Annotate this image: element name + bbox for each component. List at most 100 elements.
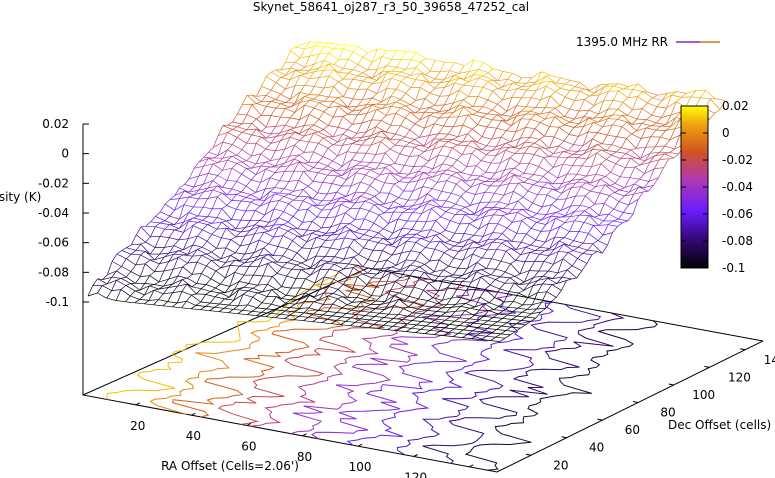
surface-mesh-segment	[306, 221, 313, 231]
surface-mesh-segment	[485, 274, 491, 277]
surface-mesh-segment	[292, 228, 303, 237]
surface-mesh-segment	[207, 185, 218, 189]
surface-mesh-segment	[160, 203, 166, 213]
surface-mesh-segment	[319, 63, 330, 69]
surface-mesh-segment	[262, 284, 268, 293]
surface-mesh-segment	[391, 95, 401, 100]
surface-mesh-segment	[461, 166, 467, 173]
surface-mesh-segment	[546, 291, 557, 298]
surface-mesh-segment	[264, 222, 270, 228]
surface-mesh-segment	[636, 127, 647, 132]
surface-mesh-segment	[221, 208, 232, 220]
surface-mesh-segment	[575, 86, 585, 90]
surface-mesh-segment	[193, 189, 199, 196]
surface-mesh-segment	[338, 271, 349, 279]
surface-mesh-segment	[390, 101, 397, 107]
surface-mesh-segment	[275, 134, 286, 137]
surface-mesh-segment	[469, 214, 480, 216]
surface-mesh-segment	[198, 187, 209, 191]
surface-mesh-segment	[532, 202, 543, 208]
surface-mesh-segment	[285, 85, 296, 90]
surface-mesh-segment	[135, 234, 146, 243]
surface-mesh-segment	[552, 188, 558, 191]
surface-mesh-segment	[298, 180, 309, 187]
surface-mesh-segment	[548, 171, 558, 179]
surface-mesh-segment	[587, 122, 594, 133]
surface-mesh-segment	[489, 297, 495, 304]
surface-mesh-segment	[202, 216, 208, 221]
surface-mesh-segment	[367, 62, 373, 71]
surface-mesh-segment	[618, 212, 624, 220]
surface-mesh-segment	[154, 236, 161, 248]
surface-mesh-segment	[603, 213, 610, 222]
surface-mesh-segment	[506, 105, 517, 112]
surface-mesh-segment	[602, 143, 612, 146]
surface-mesh-segment	[609, 183, 616, 186]
surface-mesh-segment	[492, 109, 503, 116]
surface-mesh-segment	[328, 48, 335, 54]
surface-mesh-segment	[332, 141, 338, 146]
surface-mesh-segment	[495, 336, 506, 339]
surface-mesh-segment	[380, 152, 386, 164]
surface-mesh-segment	[709, 112, 716, 119]
surface-mesh-segment	[228, 304, 239, 307]
surface-mesh-segment	[243, 283, 249, 288]
surface-mesh-segment	[202, 206, 213, 210]
surface-mesh-segment	[611, 151, 617, 156]
surface-mesh-segment	[434, 334, 444, 336]
surface-mesh-segment	[415, 79, 426, 82]
surface-mesh-segment	[637, 83, 648, 93]
surface-mesh-segment	[420, 61, 431, 72]
surface-mesh-segment	[259, 225, 270, 232]
surface-mesh-segment	[419, 144, 425, 147]
surface-mesh-segment	[208, 147, 214, 153]
surface-mesh-segment	[385, 95, 392, 106]
surface-mesh-segment	[675, 97, 682, 103]
surface-mesh-segment	[535, 82, 542, 91]
surface-mesh-segment	[545, 236, 555, 243]
surface-mesh-segment	[169, 210, 175, 217]
surface-mesh-segment	[641, 108, 653, 116]
surface-mesh-segment	[426, 199, 433, 204]
surface-mesh-segment	[506, 115, 517, 122]
surface-mesh-segment	[633, 186, 639, 195]
surface-mesh-segment	[413, 302, 424, 307]
surface-mesh-segment	[583, 122, 594, 127]
surface-mesh-segment	[425, 234, 436, 239]
surface-mesh-segment	[131, 234, 137, 245]
surface-mesh-segment	[244, 258, 250, 264]
surface-mesh-segment	[521, 89, 527, 99]
surface-mesh-segment	[471, 140, 482, 150]
surface-mesh-segment	[449, 74, 455, 82]
surface-mesh-segment	[424, 111, 435, 114]
surface-mesh-segment	[343, 48, 354, 53]
surface-mesh-segment	[497, 215, 504, 224]
surface-mesh-segment	[362, 266, 373, 270]
x-tick-label: 60	[241, 439, 256, 453]
surface-mesh-segment	[444, 70, 450, 80]
surface-mesh-segment	[564, 124, 574, 128]
surface-mesh-segment	[462, 268, 468, 276]
surface-mesh-segment	[168, 257, 179, 262]
surface-mesh-segment	[591, 152, 597, 167]
surface-mesh-segment	[496, 114, 507, 122]
surface-mesh-segment	[289, 314, 300, 317]
surface-mesh-segment	[307, 181, 314, 187]
surface-mesh-segment	[208, 151, 219, 156]
surface-mesh-segment	[210, 302, 220, 305]
surface-mesh-segment	[424, 107, 430, 113]
surface-mesh-segment	[328, 293, 334, 297]
surface-mesh-segment	[111, 289, 121, 291]
surface-mesh-segment	[519, 261, 526, 275]
surface-mesh-segment	[319, 75, 329, 78]
surface-mesh-segment	[478, 62, 484, 70]
surface-mesh-segment	[279, 162, 285, 168]
surface-mesh-segment	[389, 164, 400, 174]
surface-mesh-segment	[637, 91, 643, 97]
surface-mesh-segment	[319, 286, 329, 291]
surface-mesh-segment	[507, 88, 517, 92]
surface-mesh-segment	[351, 164, 357, 170]
surface-mesh-segment	[595, 178, 601, 187]
surface-mesh-segment	[648, 177, 659, 182]
surface-mesh-segment	[453, 105, 459, 113]
